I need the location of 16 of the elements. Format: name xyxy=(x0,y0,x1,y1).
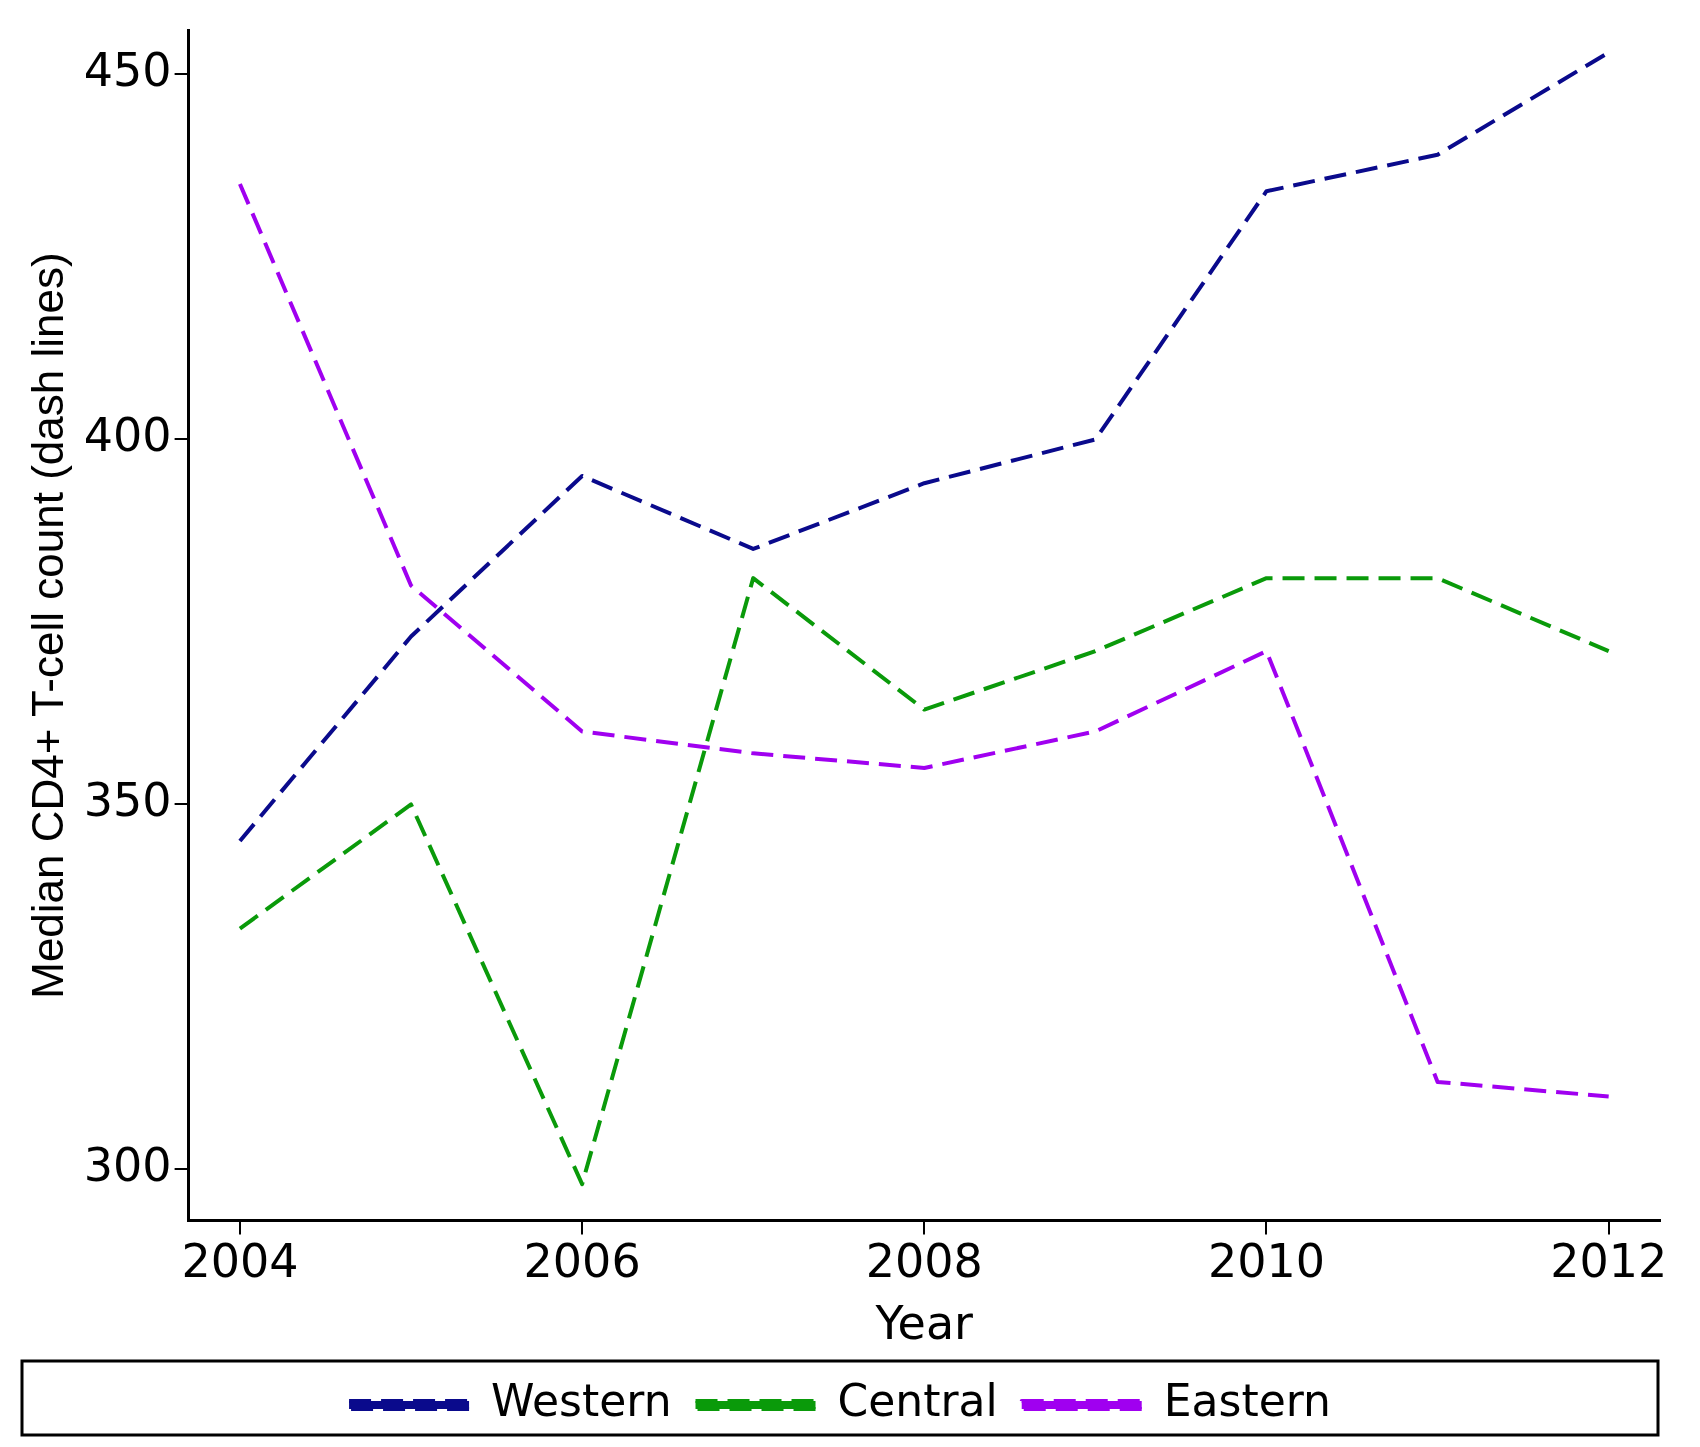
x-tick-label: 2008 xyxy=(865,1234,983,1289)
legend-label: Central xyxy=(837,1375,998,1427)
y-tick-label: 350 xyxy=(83,773,172,828)
x-tick-label: 2004 xyxy=(181,1234,299,1289)
y-tick-label: 300 xyxy=(83,1138,172,1193)
line-series xyxy=(237,576,1611,1187)
x-tick-label: 2006 xyxy=(523,1234,641,1289)
line-series xyxy=(237,181,1611,1099)
y-axis-title: Median CD4+ T-cell count (dash lines) xyxy=(22,252,72,999)
legend-label: Eastern xyxy=(1163,1375,1331,1427)
x-tick-label: 2012 xyxy=(1550,1234,1668,1289)
y-tick-label: 450 xyxy=(83,43,172,98)
x-axis-title: Year xyxy=(874,1296,974,1351)
x-tick-label: 2010 xyxy=(1207,1234,1326,1289)
y-tick-label: 400 xyxy=(83,408,172,463)
legend-label: Western xyxy=(491,1375,672,1427)
